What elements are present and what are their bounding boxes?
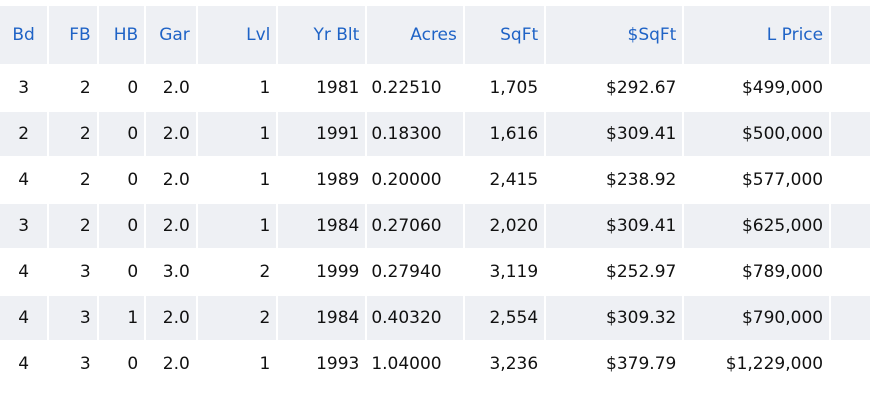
column-header: SqFt <box>464 6 545 64</box>
table-cell: 4 <box>18 262 30 282</box>
table-cell: 0 <box>127 170 139 190</box>
table-cell: 2 <box>79 78 91 98</box>
table-row: 4 3 0 2.0 1 1993 1.04000 3,236 $379.79 $1,229,000 <box>0 342 870 386</box>
table-cell: $625,000 <box>684 204 830 248</box>
table-cell: $379.79 <box>606 354 677 374</box>
table-cell: 1 <box>98 296 145 340</box>
column-header: $SqFt <box>546 6 683 64</box>
table-row: 4 3 1 2.0 2 1984 0.40320 2,554 $309.32 $790,000 <box>0 296 870 340</box>
table-cell: 3 <box>79 262 91 282</box>
header-row: Bd FB HB Gar Lvl Yr Blt Acres SqFt $SqFt L Price <box>0 6 870 64</box>
column-header: Bd <box>0 6 48 64</box>
table-cell: $309.41 <box>546 204 683 248</box>
listing-table: Bd FB HB Gar Lvl Yr Blt Acres SqFt $SqFt L Price … <box>0 4 872 388</box>
table-cell: 1 <box>197 112 277 156</box>
table-cell: 0.20000 <box>371 170 442 190</box>
table-cell: 1984 <box>278 296 366 340</box>
row-spacer <box>831 66 870 110</box>
table-cell: 1981 <box>316 78 360 98</box>
table-row: 3 2 0 2.0 1 1984 0.27060 2,020 $309.41 $625,000 <box>0 204 870 248</box>
column-header: FB <box>49 6 97 64</box>
column-header: HB <box>98 6 145 64</box>
table-cell: 0.27060 <box>367 204 463 248</box>
row-spacer <box>831 204 870 248</box>
table-cell: 2.0 <box>162 170 190 190</box>
table-cell: 3 <box>18 78 30 98</box>
table-cell: 3.0 <box>162 262 190 282</box>
table-cell: 1989 <box>316 170 360 190</box>
table-cell: $790,000 <box>684 296 830 340</box>
table-cell: $292.67 <box>606 78 677 98</box>
column-header: Yr Blt <box>278 6 366 64</box>
table-cell: 2.0 <box>162 78 190 98</box>
table-cell: 1991 <box>278 112 366 156</box>
table-cell: 3,236 <box>489 354 539 374</box>
table-cell: 0 <box>127 78 139 98</box>
table-cell: 2 <box>79 170 91 190</box>
table-cell: 2 <box>0 112 48 156</box>
table-cell: 0.22510 <box>371 78 442 98</box>
table-cell: 1,705 <box>489 78 539 98</box>
table-cell: $309.41 <box>546 112 683 156</box>
row-spacer <box>831 158 870 202</box>
table-cell: 3 <box>0 204 48 248</box>
table-cell: 3,119 <box>489 262 539 282</box>
table-cell: 1984 <box>278 204 366 248</box>
table-cell: 1 <box>259 170 271 190</box>
table-cell: 1999 <box>316 262 360 282</box>
table-cell: 2 <box>49 204 97 248</box>
table-cell: $238.92 <box>606 170 677 190</box>
column-header: Acres <box>367 6 463 64</box>
row-spacer <box>831 296 870 340</box>
table-cell: 2.0 <box>146 204 196 248</box>
table-row: 3 2 0 2.0 1 1981 0.22510 1,705 $292.67 $499,000 <box>0 66 870 110</box>
table-cell: 2 <box>259 262 271 282</box>
table-cell: 0 <box>127 262 139 282</box>
table-cell: 1.04000 <box>371 354 442 374</box>
table-cell: $499,000 <box>741 78 824 98</box>
table-cell: 0 <box>98 112 145 156</box>
table-cell: 4 <box>0 296 48 340</box>
table-cell: 0.18300 <box>367 112 463 156</box>
row-spacer <box>831 250 870 294</box>
row-spacer <box>831 112 870 156</box>
table-cell: 2.0 <box>162 354 190 374</box>
table-body: 3 2 0 2.0 1 1981 0.22510 1,705 $292.67 $499,000 2 2… <box>0 66 870 386</box>
table-cell: 0 <box>98 204 145 248</box>
table-cell: 2,020 <box>464 204 545 248</box>
table-cell: $500,000 <box>684 112 830 156</box>
page: Bd FB HB Gar Lvl Yr Blt Acres SqFt $SqFt L Price … <box>0 4 872 414</box>
row-spacer <box>831 342 870 386</box>
table-cell: 2 <box>49 112 97 156</box>
column-header: L Price <box>684 6 830 64</box>
table-cell: 2.0 <box>146 296 196 340</box>
table-row: 4 3 0 3.0 2 1999 0.27940 3,119 $252.97 $789,000 <box>0 250 870 294</box>
table-cell: 2 <box>197 296 277 340</box>
column-header: Lvl <box>197 6 277 64</box>
table-cell: 2,415 <box>489 170 539 190</box>
table-row: 2 2 0 2.0 1 1991 0.18300 1,616 $309.41 $500,000 <box>0 112 870 156</box>
table-cell: $1,229,000 <box>725 354 824 374</box>
table-cell: $309.32 <box>546 296 683 340</box>
table-cell: 3 <box>79 354 91 374</box>
table-cell: 1,616 <box>464 112 545 156</box>
table-cell: 4 <box>18 170 30 190</box>
table-cell: $252.97 <box>606 262 677 282</box>
table-row: 4 2 0 2.0 1 1989 0.20000 2,415 $238.92 $577,000 <box>0 158 870 202</box>
table-cell: 2,554 <box>464 296 545 340</box>
table-cell: 3 <box>49 296 97 340</box>
table-cell: 0 <box>127 354 139 374</box>
table-cell: 4 <box>18 354 30 374</box>
table-cell: 1 <box>197 204 277 248</box>
table-cell: $577,000 <box>741 170 824 190</box>
table-cell: 0.40320 <box>367 296 463 340</box>
header-spacer <box>831 6 870 64</box>
table-cell: 1 <box>259 78 271 98</box>
column-header: Gar <box>146 6 196 64</box>
table-cell: $789,000 <box>741 262 824 282</box>
table-cell: 1 <box>259 354 271 374</box>
table-cell: 1993 <box>316 354 360 374</box>
table-cell: 2.0 <box>146 112 196 156</box>
table-cell: 0.27940 <box>371 262 442 282</box>
